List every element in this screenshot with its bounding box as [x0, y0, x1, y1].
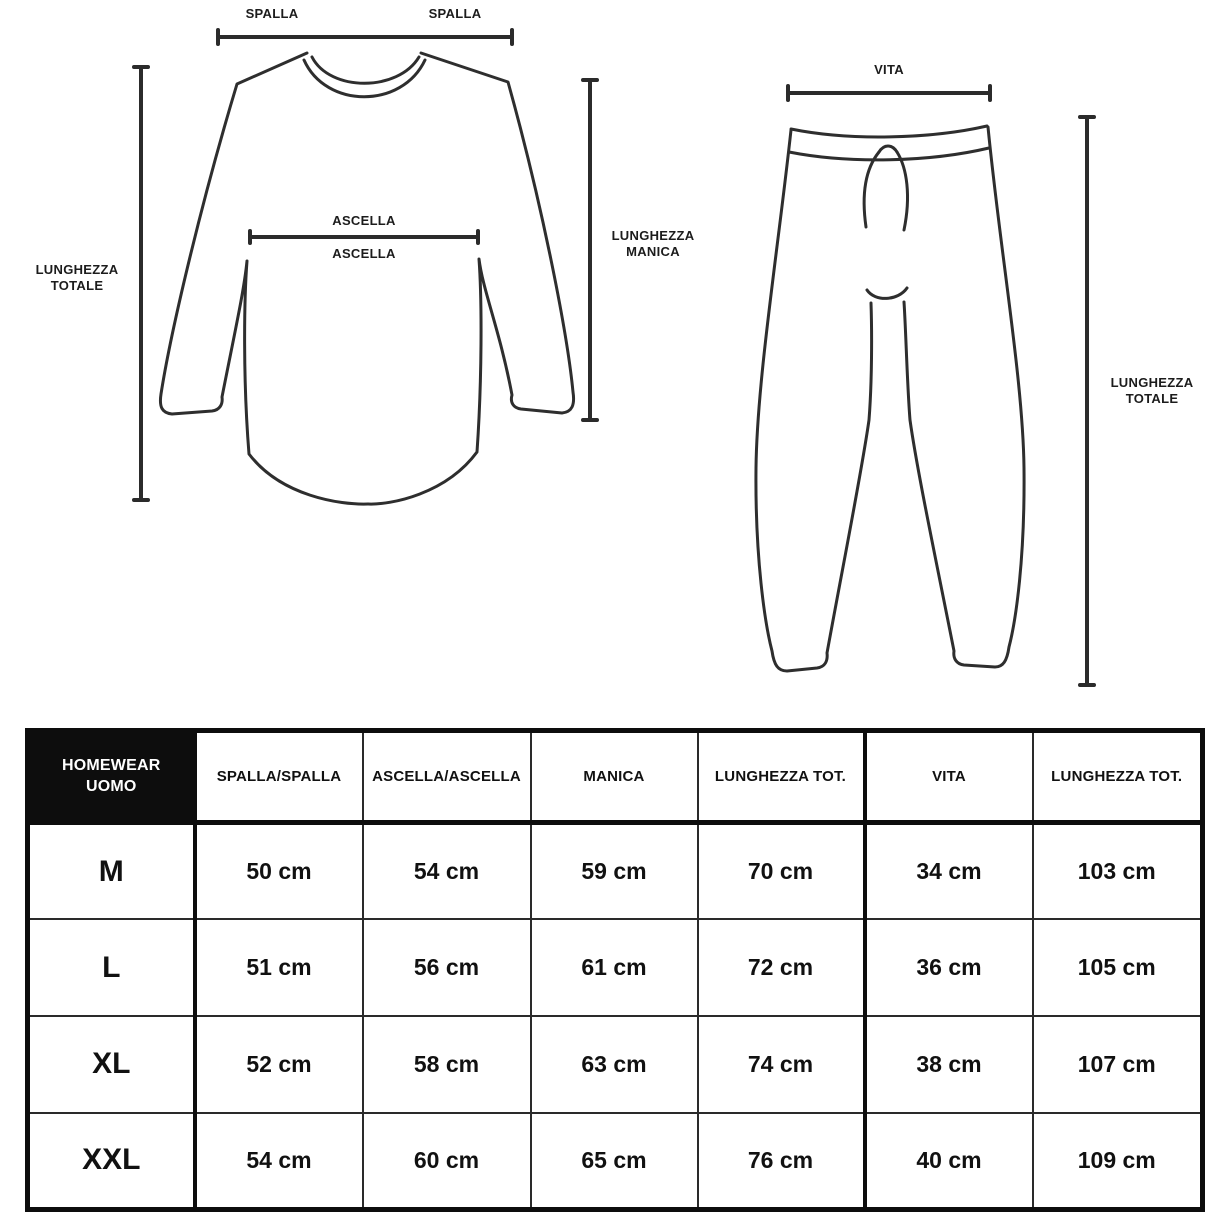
shirt-shoulder-label-left: SPALLA	[245, 6, 299, 21]
value-cell: 54 cm	[193, 1111, 364, 1211]
value-cell: 60 cm	[361, 1111, 532, 1211]
value-cell: 74 cm	[696, 1015, 867, 1114]
shirt-total-length-label: LUNGHEZZA TOTALE	[35, 262, 119, 294]
measurement-diagram: SPALLA SPALLA ASCELLA ASCELLA LUNGHEZZA …	[35, 6, 1194, 687]
shirt-shoulder-label-right: SPALLA	[428, 6, 482, 21]
column-header-lunghezza-tot-shirt: LUNGHEZZA TOT.	[696, 729, 867, 825]
shirt-measure-lines	[132, 28, 599, 502]
column-header-ascella: ASCELLA/ASCELLA	[361, 729, 532, 825]
value-cell: 50 cm	[193, 821, 364, 921]
value-cell: 58 cm	[361, 1015, 532, 1114]
value-cell: 34 cm	[863, 821, 1034, 921]
size-label-l: L	[26, 918, 197, 1017]
value-cell: 103 cm	[1031, 821, 1204, 921]
size-label-m: M	[26, 821, 197, 921]
shirt-sleeve-length-label: LUNGHEZZA MANICA	[611, 228, 695, 260]
shirt-chest-label-bottom: ASCELLA	[332, 246, 396, 261]
value-cell: 54 cm	[361, 821, 532, 921]
size-label-xxl: XXL	[26, 1111, 197, 1211]
shirt-drawing	[158, 51, 576, 506]
value-cell: 72 cm	[696, 918, 867, 1017]
garment-line-art	[132, 28, 1096, 687]
table-row-l: L 51 cm 56 cm 61 cm 72 cm 36 cm 105 cm	[26, 918, 1204, 1017]
column-header-vita: VITA	[863, 729, 1034, 825]
column-header-spalla: SPALLA/SPALLA	[193, 729, 364, 825]
value-cell: 36 cm	[863, 918, 1034, 1017]
size-table: HOMEWEAR UOMO SPALLA/SPALLA ASCELLA/ASCE…	[25, 728, 1205, 1212]
pants-waist-label: VITA	[874, 62, 904, 77]
value-cell: 61 cm	[529, 918, 699, 1017]
column-header-manica: MANICA	[529, 729, 699, 825]
value-cell: 52 cm	[193, 1015, 364, 1114]
pants-measure-lines	[786, 84, 1096, 687]
size-table-header-row: HOMEWEAR UOMO SPALLA/SPALLA ASCELLA/ASCE…	[26, 729, 1204, 825]
column-header-lunghezza-tot-pants: LUNGHEZZA TOT.	[1031, 729, 1204, 825]
value-cell: 56 cm	[361, 918, 532, 1017]
table-row-m: M 50 cm 54 cm 59 cm 70 cm 34 cm 103 cm	[26, 821, 1204, 921]
size-label-xl: XL	[26, 1015, 197, 1114]
table-title-cell: HOMEWEAR UOMO	[26, 729, 197, 825]
shirt-chest-label-top: ASCELLA	[332, 213, 396, 228]
table-row-xl: XL 52 cm 58 cm 63 cm 74 cm 38 cm 107 cm	[26, 1015, 1204, 1114]
pants-drawing	[754, 124, 1026, 673]
value-cell: 63 cm	[529, 1015, 699, 1114]
value-cell: 38 cm	[863, 1015, 1034, 1114]
value-cell: 40 cm	[863, 1111, 1034, 1211]
value-cell: 70 cm	[696, 821, 867, 921]
value-cell: 105 cm	[1031, 918, 1204, 1017]
table-row-xxl: XXL 54 cm 60 cm 65 cm 76 cm 40 cm 109 cm	[26, 1111, 1204, 1211]
value-cell: 109 cm	[1031, 1111, 1204, 1211]
value-cell: 65 cm	[529, 1111, 699, 1211]
value-cell: 51 cm	[193, 918, 364, 1017]
value-cell: 107 cm	[1031, 1015, 1204, 1114]
value-cell: 76 cm	[696, 1111, 867, 1211]
value-cell: 59 cm	[529, 821, 699, 921]
pants-total-length-label: LUNGHEZZA TOTALE	[1110, 375, 1194, 407]
